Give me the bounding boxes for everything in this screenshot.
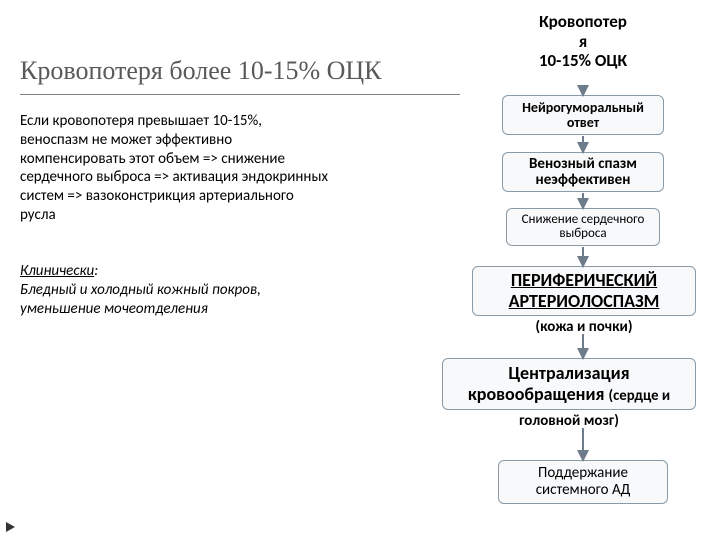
b4-l2: АРТЕРИОЛОСПАЗМ — [509, 290, 660, 312]
b3-l2: выброса — [559, 226, 606, 241]
b2-l2: неэффективен — [536, 171, 631, 189]
flow-caption-4: (кожа и почки) — [472, 318, 696, 336]
b5-l2b: (сердце и — [609, 386, 671, 404]
paragraph-2: Клинически: Бледный и холодный кожный по… — [20, 262, 330, 318]
flow-box-3: Снижение сердечного выброса — [506, 208, 660, 246]
flow-box-6: Поддержание системного АД — [498, 460, 668, 504]
b4-l1: ПЕРИФЕРИЧЕСКИЙ — [511, 269, 657, 291]
flow-box-1: Нейрогуморальный ответ — [502, 95, 664, 135]
b0-l1: Кровопотер — [539, 11, 627, 32]
b5-l2: кровообращения — [468, 383, 609, 405]
b0-l2: я — [579, 31, 587, 52]
flow-box-2: Венозный спазм неэффективен — [502, 152, 664, 192]
b1-l2: ответ — [567, 114, 599, 131]
b0-l3: 10-15% ОЦК — [539, 50, 627, 71]
paragraph-1: Если кровопотеря превышает 10-15%, венос… — [20, 112, 330, 225]
b3-l1: Снижение сердечного — [522, 212, 645, 227]
b2-l1: Венозный спазм — [529, 155, 637, 173]
flow-box-4: ПЕРИФЕРИЧЕСКИЙ АРТЕРИОЛОСПАЗМ — [472, 266, 696, 316]
flow-box-5: Централизация кровообращения (сердце и — [442, 358, 696, 410]
title-underline — [20, 94, 460, 95]
slide-bullet-icon — [6, 522, 15, 532]
b6-l1: Поддержание — [538, 464, 628, 482]
b6-l2: системного АД — [536, 481, 631, 499]
b5-l1: Централизация — [508, 362, 629, 384]
flow-box-5-caption: головной мозг) — [442, 412, 696, 430]
clinical-label: Клинически — [20, 262, 94, 280]
page-title: Кровопотеря более 10-15% ОЦК — [20, 56, 382, 86]
